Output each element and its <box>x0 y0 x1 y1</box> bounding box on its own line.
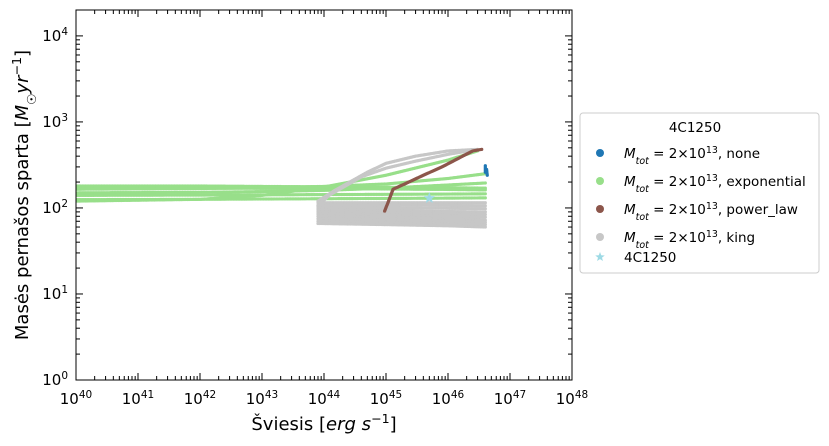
y-tick-label: 101 <box>42 284 68 303</box>
x-tick-label: 1041 <box>122 389 154 408</box>
data-point <box>483 196 487 200</box>
legend-title: 4C1250 <box>669 120 721 136</box>
x-tick-label: 1048 <box>556 389 588 408</box>
legend-entry-none: Mtot = 2×1013, none <box>596 145 760 167</box>
series-observed <box>423 192 436 203</box>
x-tick-label: 1047 <box>494 389 526 408</box>
data-point <box>483 210 487 214</box>
series-king-curve <box>316 212 487 219</box>
legend-marker <box>596 233 604 241</box>
series-king-curve <box>316 221 487 229</box>
x-tick-label: 1046 <box>432 389 465 408</box>
legend-entry-power_law: Mtot = 2×1013, power_law <box>596 201 798 223</box>
x-tick-label: 1040 <box>60 389 92 408</box>
x-axis-label: Šviesis [erg s−1] <box>251 411 396 436</box>
legend-label: Mtot = 2×1013, none <box>624 145 760 167</box>
series-none-curve <box>483 164 489 177</box>
series-power_law <box>383 147 484 213</box>
y-tick-label: 104 <box>42 26 68 45</box>
legend-box <box>579 112 820 274</box>
x-tick-label: 1043 <box>246 389 278 408</box>
series-power_law-curve <box>383 147 484 213</box>
legend-label: 4C1250 <box>624 250 676 266</box>
x-tick-label: 1044 <box>308 389 341 408</box>
legend: 4C1250 Mtot = 2×1013, none Mtot = 2×1013, … <box>579 112 820 274</box>
legend-label: Mtot = 2×1013, king <box>624 229 755 251</box>
data-point <box>483 220 487 224</box>
plot-area <box>76 147 489 229</box>
legend-marker <box>596 177 604 185</box>
y-tick-label: 103 <box>42 112 68 131</box>
y-tick-label: 102 <box>42 198 68 217</box>
legend-marker <box>596 205 604 213</box>
axes: 1040 1041 1042 1043 1044 1045 1046 1047 1048 100 1… <box>9 9 588 436</box>
series-exponential-curve <box>76 172 487 191</box>
data-layer <box>76 147 489 229</box>
data-point <box>483 223 487 227</box>
x-tick-label: 1045 <box>370 389 402 408</box>
data-point-star <box>423 192 436 203</box>
series-king-curve <box>316 203 487 208</box>
legend-entry-king: Mtot = 2×1013, king <box>596 229 755 251</box>
y-tick-label: 100 <box>42 370 68 389</box>
y-axis-label: Masės pernašos sparta [M☉yr−1] <box>9 50 39 340</box>
legend-marker-star <box>595 252 605 262</box>
legend-label: Mtot = 2×1013, power_law <box>624 201 798 223</box>
data-point <box>483 204 487 208</box>
data-point <box>483 192 487 196</box>
data-point <box>485 173 489 177</box>
series-exponential-curve <box>76 149 480 203</box>
x-tick-label: 1042 <box>184 389 216 408</box>
legend-label: Mtot = 2×1013, exponential <box>624 173 806 195</box>
series-none <box>483 164 489 177</box>
data-point <box>483 181 487 185</box>
series-king-curve <box>316 201 487 205</box>
legend-marker <box>596 149 604 157</box>
data-point <box>483 188 487 192</box>
series-king <box>316 147 487 229</box>
legend-entry-exponential: Mtot = 2×1013, exponential <box>596 173 806 195</box>
data-point <box>483 201 487 205</box>
series-king-curve <box>316 214 487 222</box>
data-point <box>483 212 487 217</box>
data-point <box>483 207 487 211</box>
data-point <box>483 215 487 219</box>
series-king-curve <box>316 217 487 224</box>
data-point <box>483 225 487 229</box>
legend-entry-observed: 4C1250 <box>595 250 676 266</box>
data-point <box>480 147 484 151</box>
